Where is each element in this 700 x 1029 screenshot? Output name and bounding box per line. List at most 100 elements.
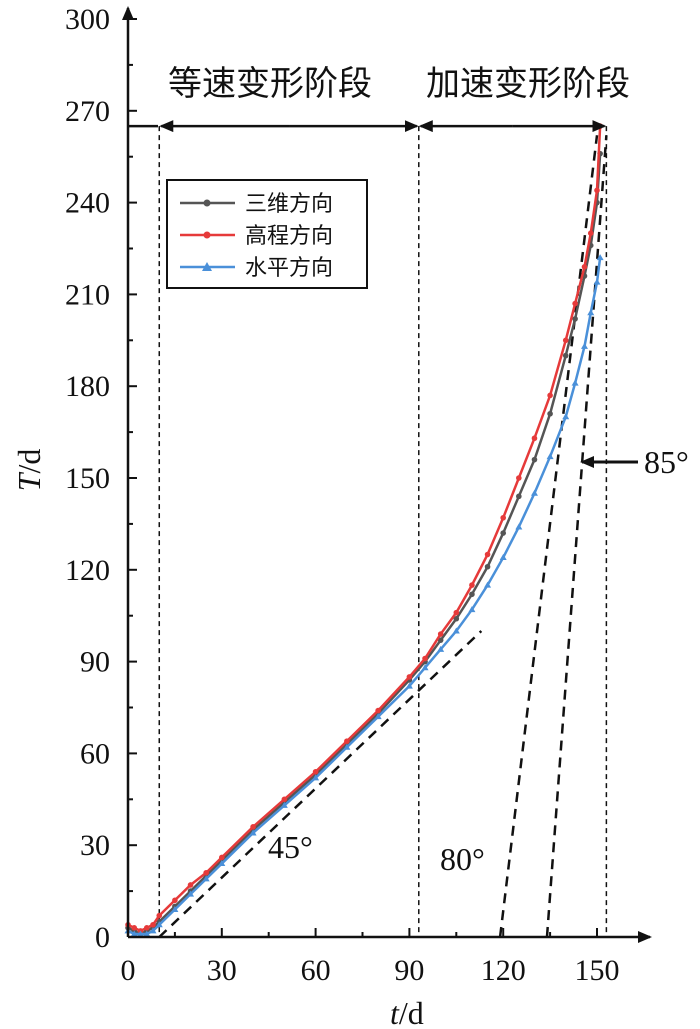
y-tick-label: 0 bbox=[95, 921, 110, 954]
series-point bbox=[143, 930, 151, 937]
series-point bbox=[143, 925, 150, 931]
y-axis-label: T/d bbox=[11, 449, 47, 492]
series-point bbox=[468, 606, 476, 613]
y-tick-label: 150 bbox=[65, 462, 110, 495]
series-point bbox=[187, 890, 195, 897]
series-point bbox=[484, 563, 491, 570]
series-point bbox=[499, 554, 507, 561]
series-1 bbox=[125, 123, 603, 934]
series-point bbox=[562, 337, 569, 344]
series-point bbox=[406, 674, 413, 680]
series-point bbox=[249, 829, 257, 836]
series-layer bbox=[124, 123, 604, 937]
series-point bbox=[421, 664, 429, 671]
series-point bbox=[516, 493, 522, 500]
series-point bbox=[171, 905, 179, 912]
x-tick-label: 0 bbox=[121, 954, 136, 987]
tangent-line-1 bbox=[498, 135, 599, 938]
series-point bbox=[516, 475, 522, 481]
series-point bbox=[453, 609, 460, 616]
axes: 0 30 60 90 120 150 0 30 60 90 120 150 180 210 240 270 30… bbox=[65, 3, 652, 987]
tangent-line-0 bbox=[158, 630, 483, 938]
series-point bbox=[469, 582, 475, 588]
y-tick-label: 90 bbox=[80, 646, 110, 679]
series-point bbox=[405, 682, 413, 689]
series-line-2 bbox=[127, 257, 602, 936]
series-point bbox=[547, 392, 553, 399]
legend-label-1: 高程方向 bbox=[245, 224, 333, 249]
stage-label-1: 加速变形阶段 bbox=[426, 64, 630, 104]
y-tick-label: 270 bbox=[65, 95, 110, 128]
series-point bbox=[149, 927, 157, 934]
tangent-lines bbox=[158, 135, 608, 938]
y-tick-label: 30 bbox=[80, 829, 110, 862]
legend-label-2: 水平方向 bbox=[245, 256, 333, 281]
series-point bbox=[581, 264, 588, 270]
series-point bbox=[130, 930, 138, 937]
x-tick-label: 30 bbox=[207, 954, 237, 987]
series-point bbox=[375, 707, 381, 714]
series-point bbox=[580, 342, 588, 349]
series-point bbox=[187, 882, 194, 888]
series-point bbox=[422, 655, 428, 662]
x-tick-label: 120 bbox=[481, 954, 526, 987]
legend-swatch-marker bbox=[203, 199, 211, 207]
series-point bbox=[203, 869, 209, 876]
series-point bbox=[312, 774, 320, 781]
series-point bbox=[587, 309, 595, 316]
y-tick-label: 240 bbox=[65, 187, 110, 220]
series-point bbox=[572, 300, 578, 307]
tangent-line-2 bbox=[545, 135, 608, 938]
series-point bbox=[530, 489, 538, 496]
series-point bbox=[202, 875, 210, 882]
x-tick-label: 60 bbox=[301, 954, 331, 987]
series-point bbox=[562, 352, 569, 359]
angle-45-label: 45° bbox=[268, 829, 313, 865]
stage-boundary-lines bbox=[158, 126, 608, 937]
series-point bbox=[437, 637, 444, 643]
legend-swatch-marker bbox=[202, 262, 212, 271]
series-2 bbox=[124, 254, 604, 937]
series-point bbox=[374, 713, 382, 720]
series-point bbox=[469, 591, 475, 598]
series-point bbox=[437, 631, 444, 637]
legend-swatch-marker bbox=[203, 231, 211, 239]
y-tick-label: 210 bbox=[65, 278, 110, 311]
angle-85-label: 85° bbox=[644, 444, 689, 480]
y-tick-label: 60 bbox=[80, 737, 110, 770]
stage-annotations: 等速变形阶段 加速变形阶段 bbox=[128, 64, 630, 133]
x-axis-label: t/d bbox=[390, 995, 424, 1029]
series-point bbox=[571, 379, 579, 386]
series-point bbox=[547, 410, 553, 417]
series-point bbox=[484, 581, 492, 588]
series-point bbox=[531, 456, 538, 463]
series-point bbox=[156, 912, 163, 919]
x-tick-label: 150 bbox=[575, 954, 620, 987]
series-point bbox=[500, 514, 507, 521]
series-point bbox=[219, 854, 225, 861]
series-point bbox=[515, 523, 523, 530]
series-point bbox=[218, 860, 226, 867]
angle-80-label: 80° bbox=[440, 841, 485, 877]
series-point bbox=[593, 278, 601, 285]
x-tick-label: 90 bbox=[394, 954, 424, 987]
series-point bbox=[572, 316, 578, 322]
series-point bbox=[484, 551, 491, 558]
y-tick-label: 180 bbox=[65, 370, 110, 403]
y-tick-label: 120 bbox=[65, 554, 110, 587]
series-point bbox=[344, 738, 350, 744]
series-point bbox=[172, 897, 178, 904]
series-point bbox=[596, 254, 604, 261]
y-tick-label: 300 bbox=[65, 3, 110, 36]
series-point bbox=[281, 796, 288, 803]
series-point bbox=[150, 921, 156, 928]
series-point bbox=[587, 230, 594, 236]
series-point bbox=[452, 627, 460, 634]
series-point bbox=[437, 645, 445, 652]
series-point bbox=[453, 615, 460, 622]
series-point bbox=[546, 453, 554, 460]
series-point bbox=[500, 530, 507, 536]
series-point bbox=[562, 413, 570, 420]
